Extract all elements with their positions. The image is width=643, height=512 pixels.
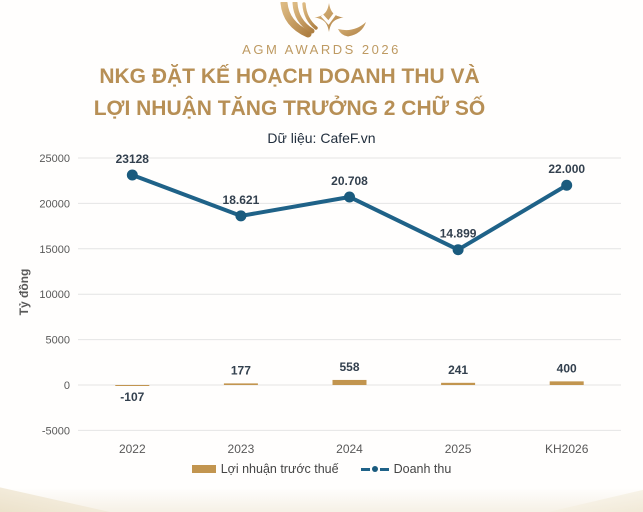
logo-leaf [337, 22, 366, 37]
logo-star-check [320, 8, 339, 25]
line-swatch-dash [379, 467, 389, 471]
bar-label: 558 [339, 360, 359, 374]
data-source-subtitle: Dữ liệu: CafeF.vn [267, 130, 376, 146]
chart-legend: Lợi nhuận trước thuế Doanh thu [0, 462, 643, 476]
x-tick-label: 2025 [445, 442, 472, 456]
line-label: 18.621 [223, 193, 260, 207]
agm-awards-logo: AGM AWARDS 2026 [0, 2, 643, 57]
bar [223, 383, 258, 385]
agm-awards-logo-icon [280, 2, 366, 38]
line-label: 22.000 [548, 162, 585, 176]
line-label: 20.708 [331, 174, 368, 188]
x-tick-label: 2023 [228, 442, 255, 456]
line-point [452, 244, 464, 256]
line-point [235, 210, 247, 222]
line-swatch-icon [360, 466, 389, 472]
logo-star [314, 3, 343, 32]
y-tick-label: 10000 [39, 289, 70, 301]
x-tick-label: KH2026 [545, 442, 589, 456]
bar [549, 381, 584, 385]
line-point [126, 169, 138, 181]
page-title: NKG ĐẶT KẾ HOẠCH DOANH THU VÀ LỢI NHUẬN … [0, 61, 643, 124]
title-line-2: LỢI NHUẬN TĂNG TRƯỞNG 2 CHỮ SỐ [93, 96, 486, 120]
y-tick-label: 0 [64, 380, 70, 392]
line-swatch-dash [360, 467, 370, 471]
legend-item-profit: Lợi nhuận trước thuế [191, 462, 339, 476]
logo-swoosh-3 [301, 2, 318, 30]
logo-swoosh-1 [280, 2, 311, 38]
y-tick-label: 5000 [46, 335, 70, 347]
line-point [344, 191, 355, 203]
y-axis-title: Tỷ đồng [17, 269, 31, 316]
bar-label: 241 [448, 363, 468, 377]
bar-label: 400 [557, 361, 577, 375]
bar [441, 382, 476, 385]
bar [332, 379, 367, 385]
logo-swoosh-2 [292, 2, 314, 34]
line-swatch-dot [371, 466, 378, 472]
y-tick-label: -5000 [42, 425, 70, 437]
legend-item-revenue: Doanh thu [360, 462, 452, 476]
legend-label-revenue: Doanh thu [393, 462, 452, 476]
bar-swatch-icon [191, 465, 216, 473]
bar [115, 385, 150, 386]
x-tick-label: 2024 [336, 442, 363, 456]
y-tick-label: 25000 [39, 153, 70, 165]
bar-label: -107 [120, 390, 144, 404]
line-label: 23128 [116, 152, 150, 166]
y-tick-label: 20000 [39, 198, 70, 210]
title-line-1: NKG ĐẶT KẾ HOẠCH DOANH THU VÀ [99, 65, 480, 88]
logo-text: AGM AWARDS 2026 [242, 42, 401, 57]
line-label: 14.899 [440, 227, 477, 241]
x-tick-label: 2022 [119, 442, 146, 456]
legend-label-profit: Lợi nhuận trước thuế [220, 462, 339, 476]
line-point [561, 179, 573, 191]
y-tick-label: 15000 [39, 244, 70, 256]
bar-label: 177 [231, 363, 251, 377]
